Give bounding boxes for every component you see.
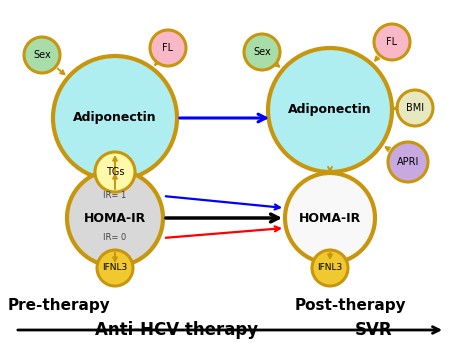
Circle shape — [150, 30, 185, 66]
Circle shape — [373, 24, 409, 60]
Circle shape — [387, 142, 427, 182]
Text: IFNL3: IFNL3 — [102, 264, 127, 272]
Circle shape — [97, 250, 133, 286]
Text: HOMA-IR: HOMA-IR — [84, 212, 146, 225]
Text: Pre-therapy: Pre-therapy — [8, 298, 111, 313]
Text: Sex: Sex — [33, 50, 51, 60]
Circle shape — [268, 48, 391, 172]
Text: SVR: SVR — [354, 321, 392, 339]
Text: FL: FL — [162, 43, 173, 53]
Circle shape — [67, 170, 162, 266]
Text: Sex: Sex — [252, 47, 270, 57]
Text: APRI: APRI — [396, 157, 418, 167]
Text: IFNL3: IFNL3 — [317, 264, 342, 272]
Text: IR= 0: IR= 0 — [103, 233, 126, 243]
Text: FL: FL — [386, 37, 397, 47]
Circle shape — [396, 90, 432, 126]
Circle shape — [95, 152, 134, 192]
Text: BMI: BMI — [405, 103, 423, 113]
Text: Anti-HCV therapy: Anti-HCV therapy — [95, 321, 257, 339]
Circle shape — [243, 34, 280, 70]
Circle shape — [285, 173, 374, 263]
Text: Adiponectin: Adiponectin — [73, 112, 157, 125]
Text: Post-therapy: Post-therapy — [294, 298, 406, 313]
Text: HOMA-IR: HOMA-IR — [298, 212, 360, 225]
Circle shape — [53, 56, 177, 180]
Text: IR= 1: IR= 1 — [103, 191, 126, 201]
Circle shape — [311, 250, 347, 286]
Text: Adiponectin: Adiponectin — [287, 103, 371, 117]
Circle shape — [24, 37, 60, 73]
Text: TGs: TGs — [106, 167, 124, 177]
